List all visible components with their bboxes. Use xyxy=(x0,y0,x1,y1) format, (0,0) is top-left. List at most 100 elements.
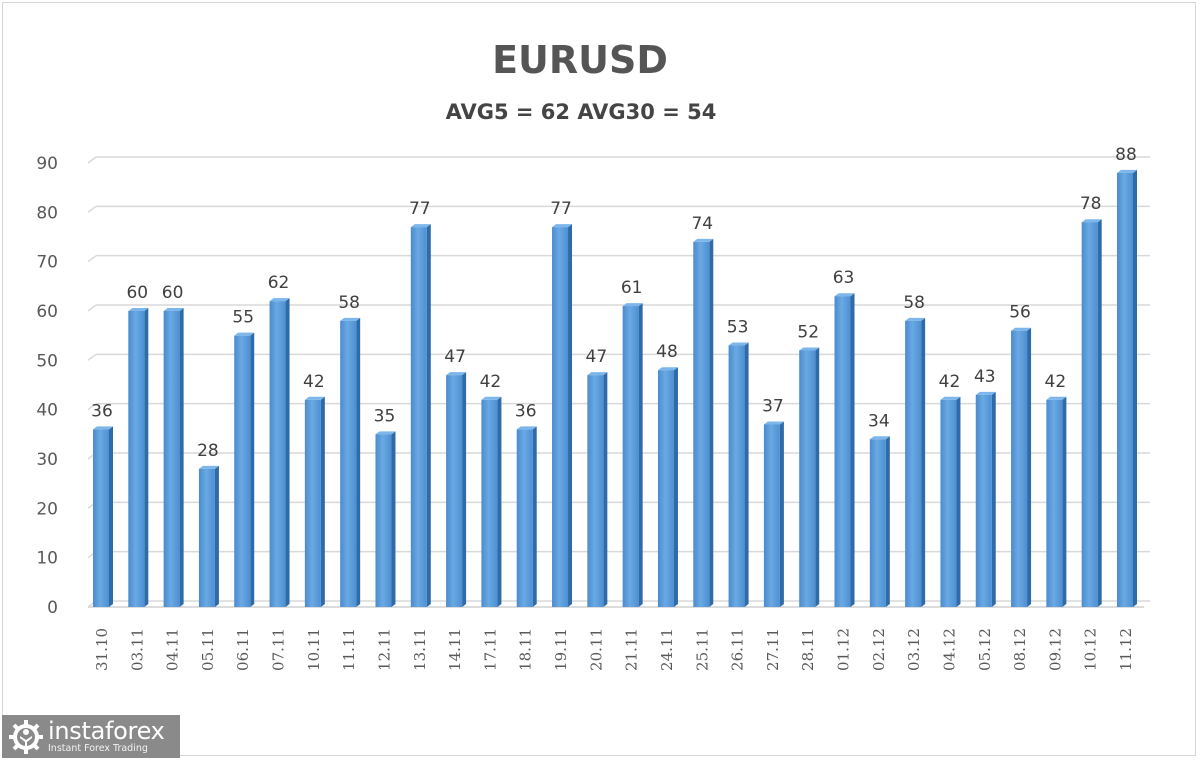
bar xyxy=(693,238,714,607)
x-axis: 31.10 03.11 04.11 05.11 06.11 07.11 10.11 11.11… xyxy=(93,628,1135,671)
bar xyxy=(516,426,537,607)
bar xyxy=(410,224,431,607)
bar xyxy=(304,396,325,607)
bar xyxy=(587,372,608,607)
gear-person-icon xyxy=(8,719,44,755)
data-label: 42 xyxy=(480,372,502,392)
x-tick-label: 24.11 xyxy=(658,628,676,671)
data-label: 58 xyxy=(338,293,360,313)
x-tick-label: 31.10 xyxy=(93,628,111,671)
x-tick-label: 21.11 xyxy=(623,628,641,671)
y-tick-label: 80 xyxy=(36,203,58,223)
bar xyxy=(834,293,855,607)
data-label: 37 xyxy=(762,396,784,416)
bar xyxy=(1081,219,1102,607)
bar xyxy=(1117,169,1137,607)
x-tick-label: 10.11 xyxy=(305,628,323,671)
y-tick-label: 70 xyxy=(36,253,58,273)
x-tick-label: 14.11 xyxy=(446,628,464,671)
y-tick-label: 10 xyxy=(36,549,58,569)
x-tick-label: 08.12 xyxy=(1011,628,1029,671)
x-tick-label: 19.11 xyxy=(552,628,570,671)
bar xyxy=(869,436,890,607)
data-label: 47 xyxy=(444,347,466,367)
chart-title: EURUSD xyxy=(492,38,668,82)
x-tick-label: 11.11 xyxy=(340,628,358,671)
bar xyxy=(198,465,219,607)
data-label: 52 xyxy=(797,322,819,342)
data-label: 58 xyxy=(903,293,925,313)
y-axis: 0 10 20 30 40 50 60 70 80 90 xyxy=(36,154,58,618)
data-label: 56 xyxy=(1009,303,1031,323)
bar xyxy=(552,224,573,607)
data-label: 48 xyxy=(656,342,678,362)
bar xyxy=(128,308,149,607)
data-label: 77 xyxy=(409,199,431,219)
y-tick-label: 0 xyxy=(47,598,58,618)
bar xyxy=(799,347,820,607)
bar xyxy=(234,332,255,607)
data-label: 47 xyxy=(586,347,608,367)
x-tick-label: 01.12 xyxy=(835,628,853,671)
brand-tagline: Instant Forex Trading xyxy=(48,743,148,754)
x-tick-label: 11.12 xyxy=(1117,628,1135,671)
data-label: 42 xyxy=(1045,372,1067,392)
x-tick-label: 20.11 xyxy=(587,628,605,671)
data-label: 36 xyxy=(91,401,113,421)
y-tick-label: 50 xyxy=(36,351,58,371)
x-tick-label: 07.11 xyxy=(270,628,288,671)
y-tick-label: 40 xyxy=(36,401,58,421)
data-label: 55 xyxy=(232,308,254,328)
x-tick-label: 03.12 xyxy=(905,628,923,671)
bar xyxy=(375,431,396,607)
bar xyxy=(975,391,996,607)
x-tick-label: 03.11 xyxy=(128,628,146,671)
bar xyxy=(93,426,113,607)
x-tick-label: 02.12 xyxy=(870,628,888,671)
data-label: 35 xyxy=(374,406,396,426)
data-label: 36 xyxy=(515,401,537,421)
bar xyxy=(163,308,184,607)
data-label: 78 xyxy=(1080,194,1102,214)
x-tick-label: 06.11 xyxy=(234,628,252,671)
bar xyxy=(481,396,502,607)
y-tick-label: 30 xyxy=(36,450,58,470)
bar xyxy=(340,317,361,607)
x-tick-label: 12.11 xyxy=(375,628,393,671)
x-tick-label: 28.11 xyxy=(799,628,817,671)
x-tick-label: 04.11 xyxy=(164,628,182,671)
bar xyxy=(728,342,749,607)
bar xyxy=(763,421,784,607)
bar xyxy=(657,367,678,607)
x-tick-label: 05.12 xyxy=(976,628,994,671)
data-label: 42 xyxy=(939,372,961,392)
chart-subtitle: AVG5 = 62 AVG30 = 54 xyxy=(445,100,717,124)
x-tick-label: 18.11 xyxy=(517,628,535,671)
instaforex-logo: instaforex Instant Forex Trading xyxy=(2,715,180,758)
x-tick-label: 25.11 xyxy=(693,628,711,671)
data-label: 77 xyxy=(550,199,572,219)
bar xyxy=(1011,327,1032,607)
x-tick-label: 09.12 xyxy=(1046,628,1064,671)
data-label: 60 xyxy=(162,283,184,303)
data-label: 60 xyxy=(126,283,148,303)
bar xyxy=(446,372,467,607)
data-label: 42 xyxy=(303,372,325,392)
bar xyxy=(269,298,290,607)
bar xyxy=(1046,396,1067,607)
y-tick-label: 60 xyxy=(36,302,58,322)
y-tick-label: 90 xyxy=(36,154,58,174)
data-label: 43 xyxy=(974,367,996,387)
x-tick-label: 04.12 xyxy=(940,628,958,671)
data-label: 88 xyxy=(1115,145,1137,165)
x-tick-label: 17.11 xyxy=(481,628,499,671)
data-label: 53 xyxy=(727,318,749,338)
data-label: 28 xyxy=(197,441,219,461)
x-tick-label: 13.11 xyxy=(411,628,429,671)
bars: 36 60 60 28 55 62 42 58 35 77 47 42 36 77 47 61 48 74 53 37… xyxy=(91,145,1137,607)
x-tick-label: 26.11 xyxy=(729,628,747,671)
y-tick-label: 20 xyxy=(36,499,58,519)
data-label: 74 xyxy=(691,214,713,234)
x-tick-label: 05.11 xyxy=(199,628,217,671)
